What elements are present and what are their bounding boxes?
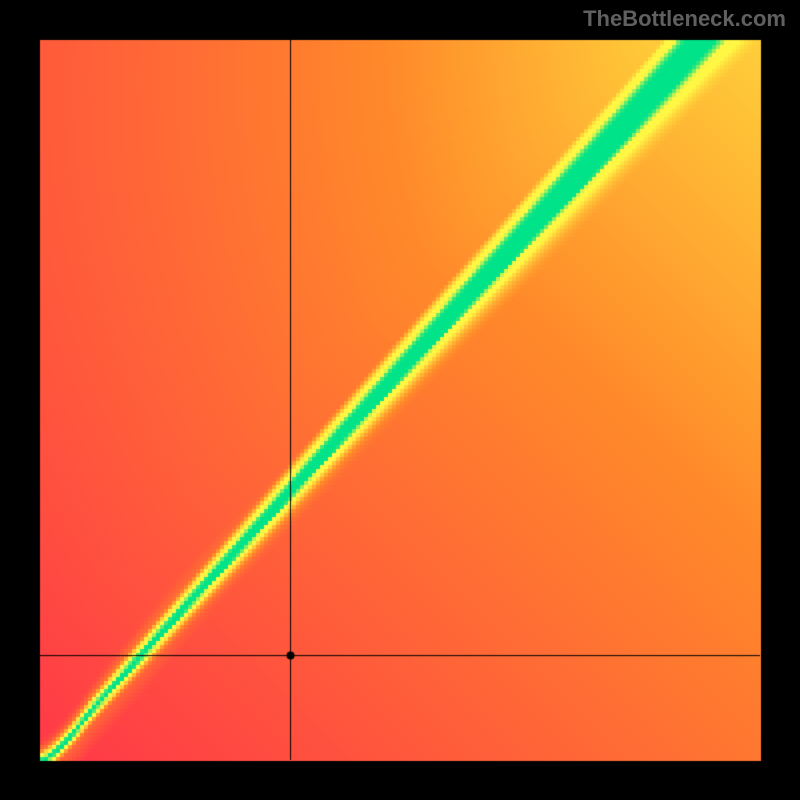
bottleneck-heatmap-canvas	[0, 0, 800, 800]
watermark-text: TheBottleneck.com	[583, 6, 786, 32]
